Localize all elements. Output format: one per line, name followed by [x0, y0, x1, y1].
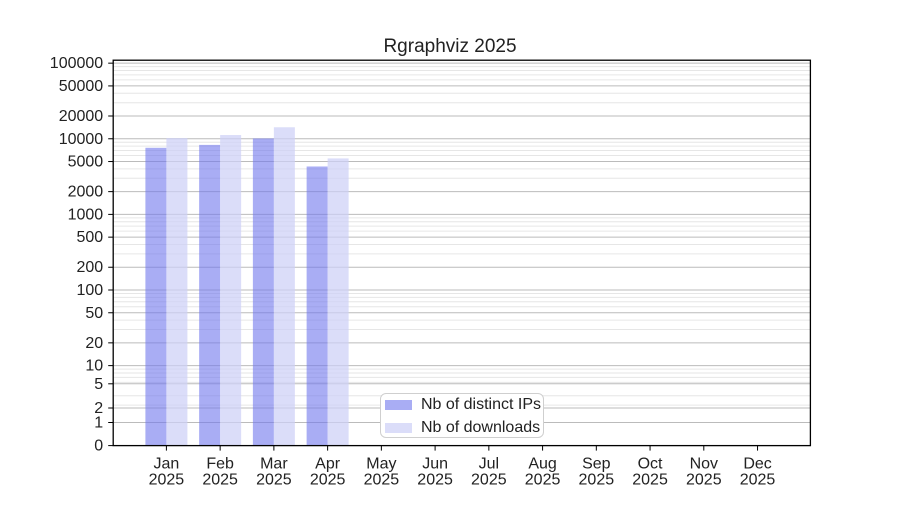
svg-text:5000: 5000 [68, 154, 104, 171]
svg-text:2025: 2025 [149, 472, 185, 489]
svg-text:Mar: Mar [260, 456, 288, 473]
svg-text:100: 100 [76, 282, 103, 299]
svg-text:0: 0 [94, 438, 103, 455]
svg-text:2025: 2025 [740, 472, 776, 489]
svg-text:2025: 2025 [471, 472, 507, 489]
svg-text:2025: 2025 [364, 472, 400, 489]
svg-text:200: 200 [76, 259, 103, 276]
svg-text:2000: 2000 [68, 184, 104, 201]
svg-text:1: 1 [94, 415, 103, 432]
svg-text:Jun: Jun [422, 456, 448, 473]
svg-text:2025: 2025 [525, 472, 561, 489]
svg-text:50000: 50000 [59, 78, 104, 95]
svg-text:500: 500 [76, 229, 103, 246]
svg-text:2025: 2025 [632, 472, 668, 489]
svg-text:10000: 10000 [59, 131, 104, 148]
svg-text:5: 5 [94, 376, 103, 393]
svg-text:2025: 2025 [686, 472, 722, 489]
svg-text:2025: 2025 [417, 472, 453, 489]
svg-text:1000: 1000 [68, 206, 104, 223]
svg-text:Dec: Dec [743, 456, 771, 473]
svg-text:20000: 20000 [59, 108, 104, 125]
svg-text:10: 10 [85, 358, 103, 375]
svg-text:2025: 2025 [310, 472, 346, 489]
svg-text:May: May [366, 456, 396, 473]
svg-text:Feb: Feb [206, 456, 234, 473]
svg-text:Apr: Apr [315, 456, 341, 473]
svg-text:Jul: Jul [479, 456, 499, 473]
svg-text:2025: 2025 [202, 472, 238, 489]
svg-text:Oct: Oct [638, 456, 663, 473]
svg-text:Jan: Jan [154, 456, 180, 473]
svg-text:Sep: Sep [582, 456, 611, 473]
svg-text:2025: 2025 [579, 472, 615, 489]
svg-text:Aug: Aug [528, 456, 556, 473]
svg-text:2025: 2025 [256, 472, 292, 489]
svg-text:20: 20 [85, 335, 103, 352]
svg-text:50: 50 [85, 305, 103, 322]
svg-text:Nov: Nov [690, 456, 718, 473]
